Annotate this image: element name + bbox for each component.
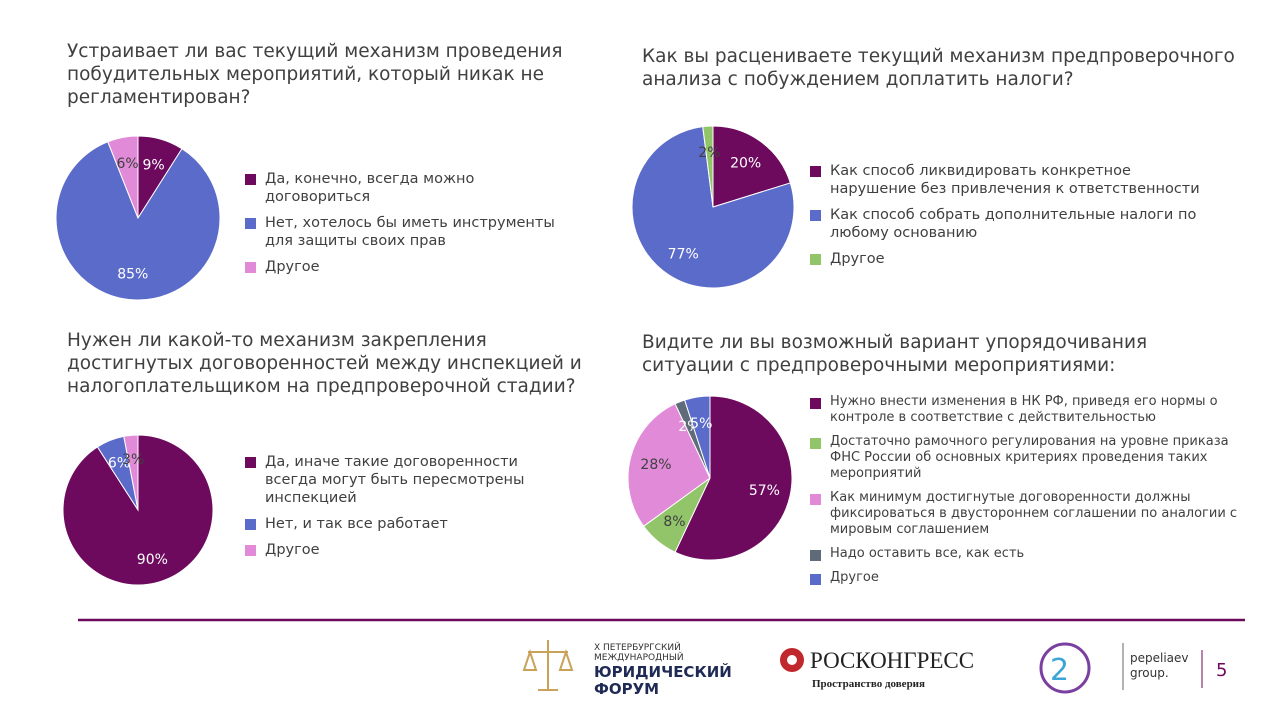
legend: Да, конечно, всегда можно договориться Не… bbox=[245, 170, 580, 284]
chart-title: Как вы расцениваете текущий механизм пре… bbox=[642, 46, 1235, 90]
legend: Как способ ликвидировать конкретное нару… bbox=[810, 162, 1210, 276]
pie-slice bbox=[712, 125, 791, 208]
legend-swatch bbox=[810, 254, 821, 265]
legend-label: Нет, и так все работает bbox=[265, 516, 448, 532]
legend-item: Как минимум достигнутые договоренности д… bbox=[810, 490, 1255, 538]
value-label: 6% bbox=[108, 456, 130, 472]
legend-label: Надо оставить все, как есть bbox=[830, 546, 1025, 561]
page-number: 5 bbox=[1216, 660, 1227, 681]
legend-item: Как способ ликвидировать конкретное нару… bbox=[810, 162, 1210, 198]
legend-item: Другое bbox=[810, 570, 1255, 586]
slogan: Пространство доверия bbox=[812, 678, 925, 690]
value-label: 8% bbox=[663, 514, 685, 530]
forum-line: МЕЖДУНАРОДНЫЙ bbox=[594, 651, 684, 663]
legend-label: Как минимум достигнутые договоренности д… bbox=[830, 490, 1238, 537]
legend-swatch bbox=[245, 262, 256, 273]
pie-slice bbox=[627, 403, 711, 527]
scales-icon bbox=[522, 640, 574, 691]
pie-slice bbox=[674, 395, 793, 561]
legend-swatch bbox=[245, 174, 256, 185]
forum-line: X ПЕТЕРБУРГСКИЙ bbox=[594, 641, 681, 653]
value-label: 28% bbox=[640, 457, 671, 473]
legend-swatch bbox=[810, 550, 821, 561]
legend-swatch bbox=[245, 457, 256, 468]
legend-swatch bbox=[810, 494, 821, 505]
value-label: 6% bbox=[116, 156, 138, 172]
chart-title: Устраивает ли вас текущий механизм прове… bbox=[67, 41, 563, 108]
legend-label: Другое bbox=[830, 251, 885, 267]
logo-circle bbox=[1039, 642, 1091, 694]
legend-label: Другое bbox=[265, 259, 320, 275]
value-label: 77% bbox=[668, 246, 699, 262]
legend-item: Надо оставить все, как есть bbox=[810, 546, 1255, 562]
legend-item: Да, конечно, всегда можно договориться bbox=[245, 170, 580, 206]
legend-item: Другое bbox=[245, 258, 580, 276]
value-label: 90% bbox=[137, 552, 168, 568]
pie-slice bbox=[107, 135, 139, 219]
legend-label: Как способ ликвидировать конкретное нару… bbox=[830, 163, 1200, 197]
chart-title: Видите ли вы возможный вариант упорядочи… bbox=[642, 332, 1148, 376]
flower-center bbox=[787, 655, 797, 665]
pepeliaev-logo: 2 pepeliaev group. bbox=[1039, 642, 1189, 694]
legend-item: Достаточно рамочного регулирования на ур… bbox=[810, 434, 1255, 482]
legend-item: Нет, и так все работает bbox=[245, 515, 555, 533]
value-label: 2% bbox=[698, 145, 720, 161]
forum-line: ФОРУМ bbox=[594, 680, 659, 698]
pie-slice bbox=[55, 141, 221, 301]
pepeliaev: group. bbox=[1130, 666, 1169, 680]
pie-slice bbox=[631, 126, 795, 289]
legend: Нужно внести изменения в НК РФ, приведя … bbox=[810, 394, 1255, 594]
legend-item: Нет, хотелось бы иметь инструменты для з… bbox=[245, 214, 580, 250]
legend-label: Другое bbox=[265, 542, 320, 558]
legend-item: Да, иначе такие договоренности всегда мо… bbox=[245, 453, 555, 507]
legend-label: Нет, хотелось бы иметь инструменты для з… bbox=[265, 215, 555, 249]
legend-swatch bbox=[245, 519, 256, 530]
value-label: 5% bbox=[690, 416, 712, 432]
forum-line: ЮРИДИЧЕСКИЙ bbox=[594, 662, 732, 681]
legend-swatch bbox=[245, 545, 256, 556]
pie-slice bbox=[702, 125, 714, 208]
value-label: 57% bbox=[749, 483, 780, 499]
legend-swatch bbox=[810, 210, 821, 221]
value-label: 3% bbox=[122, 452, 144, 468]
legend-label: Да, иначе такие договоренности всегда мо… bbox=[265, 454, 525, 506]
logo-mark: 2 bbox=[1050, 653, 1069, 688]
legend-label: Нужно внести изменения в НК РФ, приведя … bbox=[830, 394, 1218, 425]
chart-title: Нужен ли какой-то механизм закрепления д… bbox=[67, 330, 582, 397]
pie-slice bbox=[123, 434, 139, 511]
legend-swatch bbox=[810, 166, 821, 177]
roscongress-logo: РОСКОНГРЕСС Пространство доверия bbox=[780, 648, 974, 690]
legend-item: Другое bbox=[810, 250, 1210, 268]
legend-label: Другое bbox=[830, 570, 879, 585]
legend-item: Как способ собрать дополнительные налоги… bbox=[810, 206, 1210, 242]
legend-swatch bbox=[810, 438, 821, 449]
legend: Да, иначе такие договоренности всегда мо… bbox=[245, 453, 555, 567]
value-label: 9% bbox=[142, 157, 164, 173]
legend-swatch bbox=[810, 398, 821, 409]
pepeliaev: pepeliaev bbox=[1130, 651, 1189, 665]
legend-label: Да, конечно, всегда можно договориться bbox=[265, 171, 475, 205]
legend-label: Как способ собрать дополнительные налоги… bbox=[830, 207, 1197, 241]
legend-swatch bbox=[245, 218, 256, 229]
value-label: 20% bbox=[730, 156, 761, 172]
pie-slice bbox=[684, 395, 711, 479]
legend-swatch bbox=[810, 574, 821, 585]
value-label: 85% bbox=[117, 267, 148, 283]
roscongress: РОСКОНГРЕСС bbox=[810, 648, 974, 673]
forum-logo: X ПЕТЕРБУРГСКИЙ МЕЖДУНАРОДНЫЙ ЮРИДИЧЕСКИ… bbox=[522, 640, 732, 698]
legend-item: Нужно внести изменения в НК РФ, приведя … bbox=[810, 394, 1255, 426]
legend-item: Другое bbox=[245, 541, 555, 559]
legend-label: Достаточно рамочного регулирования на ур… bbox=[830, 434, 1229, 481]
